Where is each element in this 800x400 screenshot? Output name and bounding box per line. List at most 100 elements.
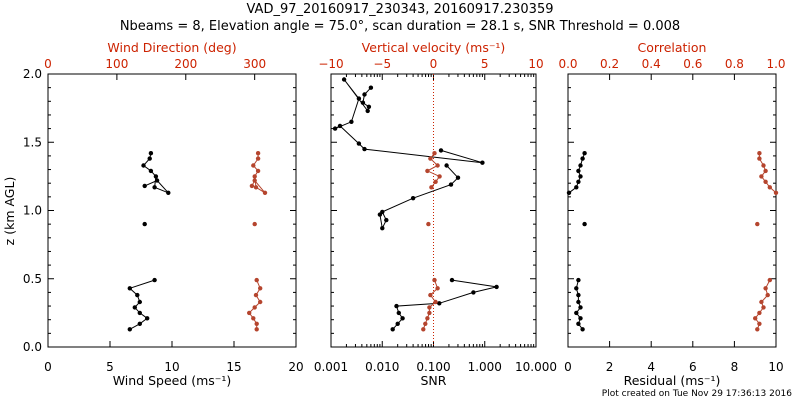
wind-data-point xyxy=(132,305,137,310)
residual-frame xyxy=(567,73,777,348)
residual-data-point xyxy=(757,151,762,156)
figure-title-line1: VAD_97_20160917_230343, 20160917.230359 xyxy=(247,2,554,17)
snr-data-point xyxy=(429,185,434,190)
y-tick-label: 0.0 xyxy=(23,340,42,354)
residual-data-point xyxy=(767,277,772,283)
snr-data-point xyxy=(384,217,389,223)
wind-top-tick-label: 300 xyxy=(243,57,266,71)
residual-data-point xyxy=(755,327,760,332)
wind-data-point xyxy=(254,277,259,283)
wind-bottom-tick-label: 0 xyxy=(44,360,52,374)
wind-data-point xyxy=(254,321,259,326)
y-tick-label: 1.5 xyxy=(23,135,42,149)
wind-data-point xyxy=(251,316,256,321)
residual-data-point xyxy=(576,277,581,283)
residual-data-point xyxy=(578,316,583,321)
snr-panel: 0.001 0.010 0.100 1.000 10.000 −10 −5 0 5 10 SNR Ve… xyxy=(314,40,557,388)
residual-data-point xyxy=(757,310,762,316)
residual-data-point xyxy=(578,174,583,179)
wind-data-point xyxy=(254,327,259,332)
wind-series-black xyxy=(127,151,171,332)
wind-top-tick-label: 200 xyxy=(174,57,197,71)
wind-data-point xyxy=(145,316,150,321)
snr-data-point xyxy=(428,156,433,161)
wind-bottom-tick-label: 20 xyxy=(288,360,303,374)
snr-top-tick-label: 0 xyxy=(430,57,438,71)
wind-series-red xyxy=(247,151,268,332)
residual-series-black xyxy=(566,151,587,332)
snr-data-point xyxy=(337,123,343,129)
snr-series-line xyxy=(334,79,483,164)
wind-bottom-tick-label: 5 xyxy=(106,360,114,374)
snr-data-point xyxy=(366,104,372,110)
residual-data-point xyxy=(576,292,581,298)
snr-bottom-tick-label: 0.100 xyxy=(416,360,450,374)
residual-data-point xyxy=(757,156,762,161)
wind-data-point xyxy=(249,183,255,189)
residual-data-point xyxy=(582,151,587,156)
residual-data-point xyxy=(576,321,581,326)
residual-data-point xyxy=(763,168,768,174)
wind-data-point xyxy=(252,305,257,310)
residual-bottom-tick-label: 2 xyxy=(606,360,614,374)
snr-bottom-tick-label: 1.000 xyxy=(468,360,502,374)
snr-data-point xyxy=(365,108,370,114)
wind-data-point xyxy=(147,156,152,161)
residual-data-point xyxy=(759,299,764,305)
wind-data-point xyxy=(152,277,157,283)
residual-data-point xyxy=(578,163,583,168)
wind-data-point xyxy=(251,163,256,168)
snr-data-point xyxy=(433,299,438,305)
snr-frame xyxy=(330,73,537,348)
snr-data-point xyxy=(448,182,454,187)
snr-data-point xyxy=(428,292,433,298)
residual-bottom-tick-label: 8 xyxy=(731,360,739,374)
snr-series-line xyxy=(392,279,497,330)
wind-data-point xyxy=(137,321,142,326)
residual-top-axis-label: Correlation xyxy=(638,40,707,55)
snr-data-point xyxy=(394,303,399,309)
wind-bottom-tick-label: 15 xyxy=(226,360,241,374)
wind-data-point xyxy=(135,292,140,298)
wind-top-tick-label: 0 xyxy=(44,57,52,71)
snr-data-point xyxy=(494,284,499,290)
snr-data-point xyxy=(449,277,455,283)
residual-data-point xyxy=(580,327,585,332)
snr-data-point xyxy=(433,179,438,184)
residual-top-tick-label: 0.0 xyxy=(558,57,577,71)
residual-top-tick-label: 0.6 xyxy=(683,57,702,71)
residual-bottom-tick-label: 0 xyxy=(564,360,572,374)
y-tick-label: 1.0 xyxy=(23,204,42,218)
snr-data-point xyxy=(480,160,485,165)
snr-data-point xyxy=(423,321,428,326)
residual-data-point xyxy=(574,310,579,316)
residual-data-point xyxy=(576,168,581,174)
wind-data-point xyxy=(252,221,257,227)
snr-data-point xyxy=(396,310,401,316)
snr-series-red xyxy=(421,151,442,332)
snr-data-point xyxy=(437,301,442,306)
y-tick-label: 2.0 xyxy=(23,67,42,81)
wind-data-point xyxy=(137,310,142,316)
wind-top-tick-label: 100 xyxy=(105,57,128,71)
residual-data-point xyxy=(582,221,587,227)
wind-data-point xyxy=(137,299,142,305)
snr-data-point xyxy=(437,174,442,179)
residual-series-red xyxy=(753,151,779,332)
figure-title-line2: Nbeams = 8, Elevation angle = 75.0°, sca… xyxy=(120,19,680,34)
snr-data-point xyxy=(400,316,405,321)
residual-top-tick-label: 0.2 xyxy=(600,57,619,71)
plot-created-footer: Plot created on Tue Nov 29 17:36:13 2016 xyxy=(602,389,792,399)
snr-data-point xyxy=(362,92,367,97)
residual-top-tick-label: 0.8 xyxy=(725,57,744,71)
snr-data-point xyxy=(341,77,347,82)
wind-data-point xyxy=(252,178,257,183)
snr-data-point xyxy=(395,321,400,326)
y-axis-label: z (km AGL) xyxy=(2,177,17,246)
snr-series-black xyxy=(332,77,499,332)
snr-top-tick-label: −10 xyxy=(318,57,343,71)
snr-data-point xyxy=(435,286,440,291)
snr-bottom-tick-label: 10.000 xyxy=(515,360,557,374)
